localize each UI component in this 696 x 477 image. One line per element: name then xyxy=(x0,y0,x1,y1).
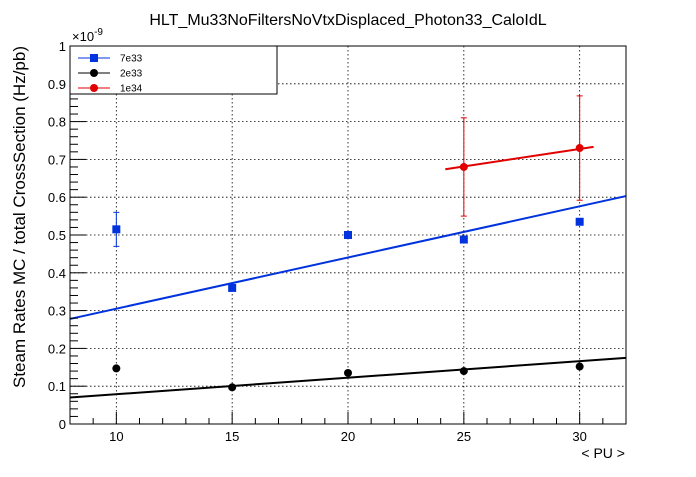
y-tick-label: 0.9 xyxy=(48,77,66,92)
y-tick-label: 0.5 xyxy=(48,228,66,243)
data-point xyxy=(228,283,237,292)
legend-label: 2e33 xyxy=(120,69,143,80)
data-point xyxy=(228,383,237,392)
y-tick-label: 0 xyxy=(59,417,66,432)
y-tick-label: 1 xyxy=(59,39,66,54)
data-point xyxy=(459,162,468,171)
data-point xyxy=(112,364,121,373)
legend-marker xyxy=(90,84,98,92)
x-axis-label: < PU > xyxy=(581,445,625,461)
data-points xyxy=(112,144,584,392)
y-tick-label: 0.7 xyxy=(48,152,66,167)
fit-line-2e33 xyxy=(69,356,627,399)
legend-label: 1e34 xyxy=(120,84,143,95)
y-tick-label: 0.4 xyxy=(48,266,66,281)
data-point xyxy=(459,235,468,244)
axes: 10 15 20 25 30 0 0.1 0.2 0.3 0.4 0.5 0.6 0.7 0.8 0.9 1 xyxy=(48,39,627,444)
y-axis-label: Steam Rates MC / total CrossSection (Hz/… xyxy=(10,46,29,388)
chart-title: HLT_Mu33NoFiltersNoVtxDisplaced_Photon33… xyxy=(149,12,546,29)
data-point xyxy=(575,217,584,226)
y-tick-label: 0.8 xyxy=(48,115,66,130)
data-point xyxy=(344,231,352,239)
fit-lines xyxy=(69,145,627,399)
fit-line-1e34 xyxy=(445,145,594,171)
data-point xyxy=(112,225,121,234)
x-tick-label: 10 xyxy=(109,429,123,444)
y-tick-label: 0.1 xyxy=(48,379,66,394)
legend: 7e33 2e33 1e34 xyxy=(69,45,278,95)
legend-box xyxy=(69,45,278,95)
y-tick-label: 0.3 xyxy=(48,304,66,319)
data-point xyxy=(459,367,468,376)
y-multiplier: ×10-9 xyxy=(72,27,103,44)
legend-marker xyxy=(90,54,98,62)
data-point xyxy=(344,368,352,377)
legend-marker xyxy=(90,69,98,77)
x-tick-label: 25 xyxy=(457,429,471,444)
data-point xyxy=(575,362,584,371)
fit-line-7e33 xyxy=(69,195,627,320)
x-tick-label: 20 xyxy=(341,429,355,444)
y-tick-label: 0.2 xyxy=(48,341,66,356)
y-tick-label: 0.6 xyxy=(48,190,66,205)
x-tick-label: 30 xyxy=(572,429,586,444)
data-point xyxy=(575,144,584,153)
x-tick-label: 15 xyxy=(225,429,239,444)
legend-label: 7e33 xyxy=(120,54,143,65)
